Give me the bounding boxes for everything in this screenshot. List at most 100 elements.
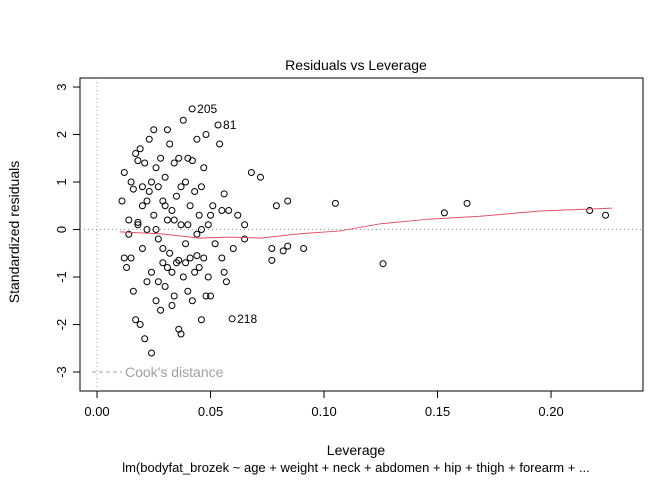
- point: [188, 105, 196, 113]
- point: [214, 121, 222, 129]
- point: [134, 218, 142, 226]
- point: [125, 216, 133, 224]
- y-tick-label: -2: [54, 319, 69, 331]
- point: [154, 235, 162, 243]
- point: [586, 207, 594, 215]
- point: [136, 145, 144, 153]
- point: [132, 150, 140, 158]
- point: [177, 183, 185, 191]
- point: [138, 202, 146, 210]
- point: [138, 183, 146, 191]
- point: [136, 321, 144, 329]
- point: [202, 292, 210, 300]
- point: [268, 245, 276, 253]
- point: [284, 197, 292, 205]
- x-tick-label: 0.20: [538, 404, 563, 419]
- point: [193, 230, 201, 238]
- plot-frame: [79, 77, 644, 392]
- point: [184, 221, 192, 229]
- point: [168, 207, 176, 215]
- point: [209, 202, 217, 210]
- point: [234, 211, 242, 219]
- point: [204, 273, 212, 281]
- point: [179, 116, 187, 124]
- y-tick-label: 2: [54, 131, 69, 138]
- point: [222, 278, 230, 286]
- point: [152, 164, 160, 172]
- point: [200, 254, 208, 262]
- point: [247, 169, 255, 177]
- y-tick-label: 3: [54, 83, 69, 90]
- point: [170, 292, 178, 300]
- point: [268, 256, 276, 264]
- point: [229, 245, 237, 253]
- point: [159, 245, 167, 253]
- y-tick-label: -1: [54, 271, 69, 283]
- point: [440, 209, 448, 217]
- point: [200, 164, 208, 172]
- point: [228, 315, 236, 323]
- point: [143, 278, 151, 286]
- point: [161, 283, 169, 291]
- point: [148, 349, 156, 357]
- point: [182, 259, 190, 267]
- point: [204, 221, 212, 229]
- point: [168, 302, 176, 310]
- point: [161, 173, 169, 181]
- point: [170, 216, 178, 224]
- point: [175, 256, 183, 264]
- point-label: 205: [197, 102, 217, 116]
- point: [191, 268, 199, 276]
- point: [207, 211, 215, 219]
- point: [161, 202, 169, 210]
- point: [193, 252, 201, 260]
- point: [220, 190, 228, 198]
- legend-label: Cook's distance: [125, 364, 224, 380]
- point: [241, 235, 249, 243]
- point: [145, 188, 153, 196]
- point: [218, 207, 226, 215]
- point: [211, 240, 219, 248]
- point: [163, 216, 171, 224]
- point: [163, 264, 171, 272]
- point: [207, 292, 215, 300]
- point: [195, 264, 203, 272]
- point: [197, 226, 205, 234]
- point-label: 218: [237, 312, 257, 326]
- point: [172, 192, 180, 200]
- point-label: 81: [223, 118, 237, 132]
- x-tick-label: 0.10: [311, 404, 336, 419]
- point: [191, 188, 199, 196]
- smooth-line: [119, 207, 613, 239]
- point: [602, 211, 610, 219]
- point: [166, 249, 174, 257]
- point: [170, 159, 178, 167]
- point: [186, 254, 194, 262]
- point: [218, 254, 226, 262]
- point: [195, 211, 203, 219]
- point: [272, 202, 280, 210]
- point: [175, 154, 183, 162]
- point: [141, 335, 149, 343]
- point: [193, 135, 201, 143]
- point: [118, 197, 126, 205]
- point: [463, 199, 471, 207]
- point: [216, 140, 224, 148]
- point: [123, 264, 131, 272]
- point: [279, 247, 287, 255]
- point: [127, 254, 135, 262]
- point: [225, 207, 233, 215]
- y-axis-label: Standardized residuals: [6, 161, 22, 303]
- point: [172, 259, 180, 267]
- point: [177, 221, 185, 229]
- point: [125, 230, 133, 238]
- point: [159, 259, 167, 267]
- point: [300, 245, 308, 253]
- point: [184, 287, 192, 295]
- point: [129, 185, 137, 193]
- x-tick-label: 0.05: [198, 404, 223, 419]
- point: [127, 178, 135, 186]
- point: [182, 178, 190, 186]
- point: [143, 197, 151, 205]
